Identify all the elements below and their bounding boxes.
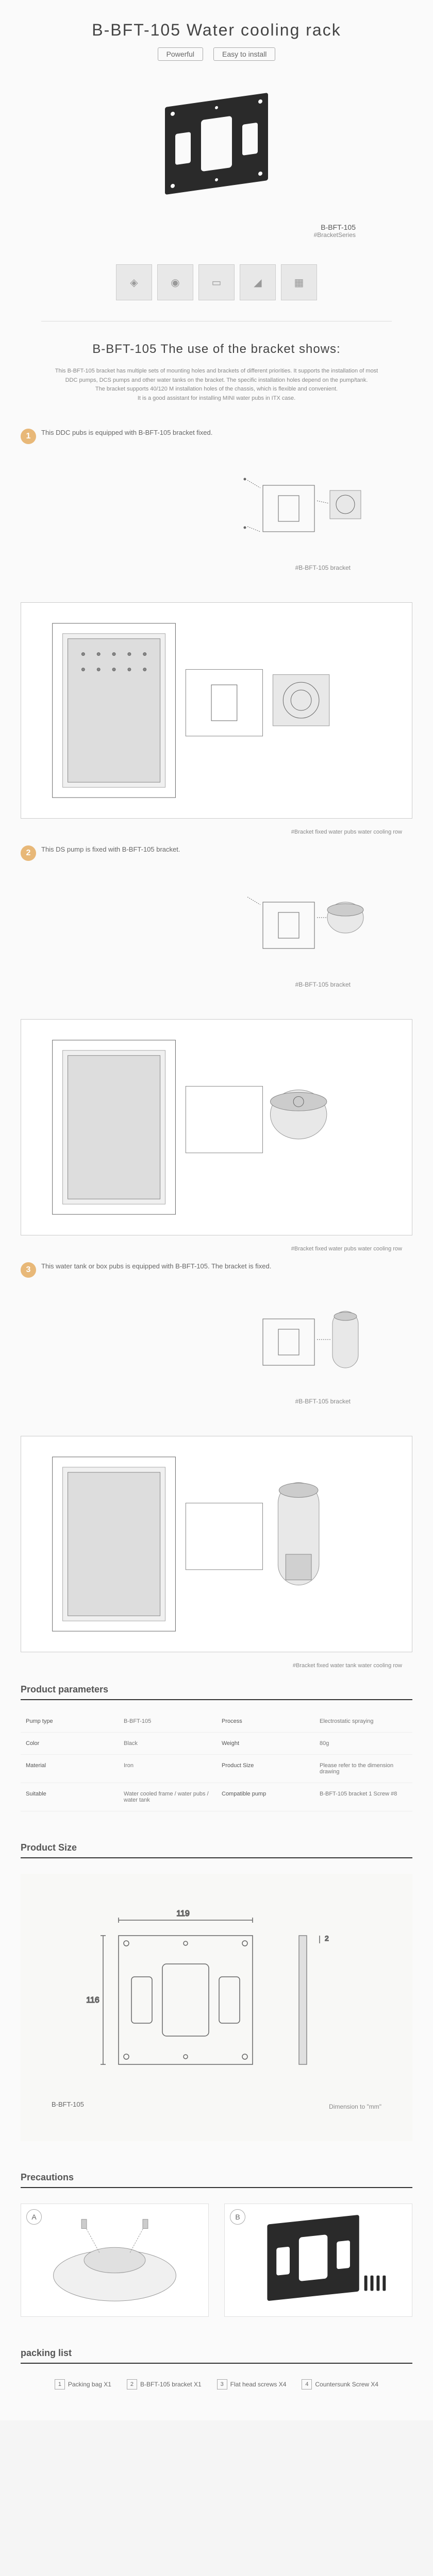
packing-item: 3 Flat head screws X4: [217, 2379, 287, 2389]
bracket-label: B-BFT-105: [15, 223, 418, 231]
param-value: Electrostatic spraying: [314, 1710, 412, 1733]
parameters-section: Product parameters Pump type B-BFT-105 P…: [0, 1669, 433, 1827]
packing-num: 3: [217, 2379, 227, 2389]
packing-item: 1 Packing bag X1: [55, 2379, 111, 2389]
product-title: B-BFT-105 Water cooling rack: [10, 21, 423, 40]
step-3-exploded-diagram: #B-BFT-105 bracket: [21, 1278, 412, 1415]
param-label: Process: [216, 1710, 314, 1733]
step-3: 3 This water tank or box pubs is equippe…: [0, 1252, 433, 1426]
step-2-exploded-diagram: #B-BFT-105 bracket: [21, 861, 412, 998]
packing-num: 4: [302, 2379, 312, 2389]
bracket-hero-image: B-BFT-105 #BracketSeries: [0, 76, 433, 254]
packing-title: packing list: [21, 2348, 412, 2364]
step-1-assembly-view: [21, 602, 412, 819]
intro-description: This B-BFT-105 bracket has multiple sets…: [0, 367, 433, 418]
header: B-BFT-105 Water cooling rack Powerful Ea…: [0, 0, 433, 76]
feature-icon-5: ▦: [281, 264, 317, 300]
precaution-b: B: [224, 2204, 412, 2317]
step-2-text: This DS pump is fixed with B-BFT-105 bra…: [41, 845, 412, 853]
parameters-table: Pump type B-BFT-105 Process Electrostati…: [21, 1710, 412, 1811]
packing-num: 2: [127, 2379, 137, 2389]
feature-icon-3: ▭: [198, 264, 235, 300]
size-section: Product Size 119 116: [0, 1827, 433, 2157]
step-1: 1 This DDC pubs is equipped with B-BFT-1…: [0, 418, 433, 592]
packing-text: Countersunk Screw X4: [315, 2381, 378, 2388]
bracket-sublabel: #BracketSeries: [15, 231, 418, 239]
dim-height: 116: [86, 1996, 99, 2005]
size-diagram: 119 116: [21, 1874, 412, 2141]
param-value: 80g: [314, 1733, 412, 1755]
param-value: B-BFT-105 bracket 1 Screw #8: [314, 1783, 412, 1811]
param-label: Weight: [216, 1733, 314, 1755]
packing-num: 1: [55, 2379, 65, 2389]
step-2: 2 This DS pump is fixed with B-BFT-105 b…: [0, 835, 433, 1009]
step-1-diagram-label: #B-BFT-105 bracket: [41, 564, 392, 571]
packing-item: 2 B-BFT-105 bracket X1: [127, 2379, 202, 2389]
param-label: Pump type: [21, 1710, 119, 1733]
feature-icon-4: ◢: [240, 264, 276, 300]
step-2-assembly-view: [21, 1019, 412, 1235]
step-1-exploded-diagram: #B-BFT-105 bracket: [21, 444, 412, 582]
bracket-svg: [144, 92, 289, 215]
param-value: Iron: [119, 1755, 216, 1783]
feature-icon-1: ◈: [116, 264, 152, 300]
feature-icons-row: ◈ ◉ ▭ ◢ ▦: [0, 254, 433, 311]
param-value: B-BFT-105: [119, 1710, 216, 1733]
feature-icon-2: ◉: [157, 264, 193, 300]
parameters-title: Product parameters: [21, 1684, 412, 1700]
size-title: Product Size: [21, 1842, 412, 1858]
step-1-text: This DDC pubs is equipped with B-BFT-105…: [41, 429, 412, 436]
param-label: Compatible pump: [216, 1783, 314, 1811]
desc-line-2: The bracket supports 40/120 M installati…: [52, 385, 381, 394]
intro-title: B-BFT-105 The use of the bracket shows:: [0, 332, 433, 367]
step-1-caption: #Bracket fixed water pubs water cooling …: [0, 829, 433, 835]
step-3-text: This water tank or box pubs is equipped …: [41, 1262, 412, 1270]
packing-item: 4 Countersunk Screw X4: [302, 2379, 378, 2389]
size-unit: Dimension to "mm": [329, 2103, 381, 2110]
param-label: Material: [21, 1755, 119, 1783]
param-label: Product Size: [216, 1755, 314, 1783]
step-3-diagram-label: #B-BFT-105 bracket: [41, 1398, 392, 1405]
packing-text: Packing bag X1: [68, 2381, 111, 2388]
precautions-title: Precautions: [21, 2172, 412, 2188]
param-value: Please refer to the dimension drawing: [314, 1755, 412, 1783]
precautions-section: Precautions A B: [0, 2157, 433, 2332]
desc-line-1: This B-BFT-105 bracket has multiple sets…: [52, 367, 381, 385]
packing-list: 1 Packing bag X1 2 B-BFT-105 bracket X1 …: [21, 2379, 412, 2389]
desc-line-3: It is a good assistant for installing MI…: [52, 394, 381, 403]
step-3-assembly-view: [21, 1436, 412, 1652]
dim-thickness: 2: [325, 1934, 329, 1942]
step-1-number: 1: [21, 429, 36, 444]
precaution-a: A: [21, 2204, 209, 2317]
step-3-caption: #Bracket fixed water tank water cooling …: [0, 1663, 433, 1669]
step-2-caption: #Bracket fixed water pubs water cooling …: [0, 1246, 433, 1252]
packing-text: Flat head screws X4: [230, 2381, 287, 2388]
packing-section: packing list 1 Packing bag X1 2 B-BFT-10…: [0, 2332, 433, 2420]
step-2-diagram-label: #B-BFT-105 bracket: [41, 981, 392, 988]
step-3-number: 3: [21, 1262, 36, 1278]
dim-width: 119: [176, 1909, 190, 1918]
param-label: Color: [21, 1733, 119, 1755]
size-label: B-BFT-105: [52, 2100, 84, 2110]
packing-text: B-BFT-105 bracket X1: [140, 2381, 202, 2388]
param-label: Suitable: [21, 1783, 119, 1811]
badge-powerful: Powerful: [158, 47, 203, 61]
param-value: Black: [119, 1733, 216, 1755]
badge-easy: Easy to install: [213, 47, 275, 61]
param-value: Water cooled frame / water pubs / water …: [119, 1783, 216, 1811]
step-2-number: 2: [21, 845, 36, 861]
